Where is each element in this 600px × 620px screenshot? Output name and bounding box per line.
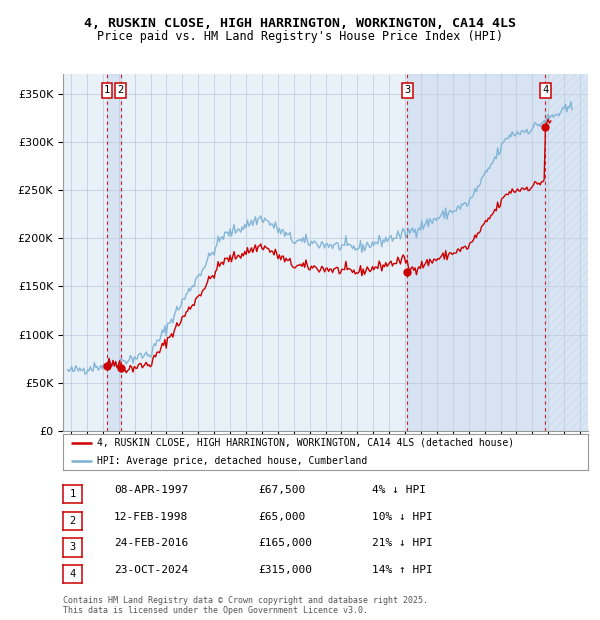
Text: 4, RUSKIN CLOSE, HIGH HARRINGTON, WORKINGTON, CA14 4LS (detached house): 4, RUSKIN CLOSE, HIGH HARRINGTON, WORKIN… — [97, 438, 514, 448]
Text: 14% ↑ HPI: 14% ↑ HPI — [372, 565, 433, 575]
Text: 1: 1 — [70, 489, 76, 499]
Text: 4, RUSKIN CLOSE, HIGH HARRINGTON, WORKINGTON, CA14 4LS: 4, RUSKIN CLOSE, HIGH HARRINGTON, WORKIN… — [84, 17, 516, 30]
Bar — [107, 74, 121, 431]
Text: 10% ↓ HPI: 10% ↓ HPI — [372, 512, 433, 522]
Text: 08-APR-1997: 08-APR-1997 — [114, 485, 188, 495]
Text: £65,000: £65,000 — [258, 512, 305, 522]
Text: HPI: Average price, detached house, Cumberland: HPI: Average price, detached house, Cumb… — [97, 456, 367, 466]
Text: 21% ↓ HPI: 21% ↓ HPI — [372, 538, 433, 549]
Text: 12-FEB-1998: 12-FEB-1998 — [114, 512, 188, 522]
Text: £67,500: £67,500 — [258, 485, 305, 495]
Text: 2: 2 — [118, 86, 124, 95]
Text: Contains HM Land Registry data © Crown copyright and database right 2025.
This d: Contains HM Land Registry data © Crown c… — [63, 596, 428, 615]
Text: 2: 2 — [70, 516, 76, 526]
Text: £315,000: £315,000 — [258, 565, 312, 575]
Text: 3: 3 — [70, 542, 76, 552]
Text: 3: 3 — [404, 86, 410, 95]
Bar — [545, 74, 588, 431]
Bar — [407, 74, 545, 431]
Text: 4: 4 — [70, 569, 76, 579]
Text: Price paid vs. HM Land Registry's House Price Index (HPI): Price paid vs. HM Land Registry's House … — [97, 30, 503, 43]
Text: £165,000: £165,000 — [258, 538, 312, 549]
Text: 23-OCT-2024: 23-OCT-2024 — [114, 565, 188, 575]
Text: 24-FEB-2016: 24-FEB-2016 — [114, 538, 188, 549]
Text: 4% ↓ HPI: 4% ↓ HPI — [372, 485, 426, 495]
Text: 4: 4 — [542, 86, 548, 95]
Text: 1: 1 — [104, 86, 110, 95]
